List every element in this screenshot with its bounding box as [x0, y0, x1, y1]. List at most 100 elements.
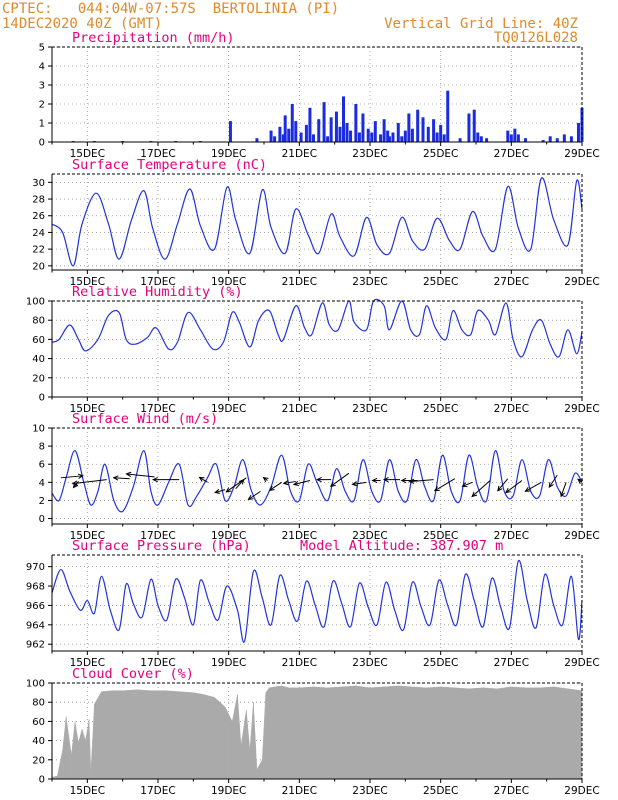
precip-bar — [373, 121, 377, 142]
x-tick-label: 29DEC — [564, 276, 599, 288]
x-tick-label: 25DEC — [423, 148, 458, 160]
wind-vector-head — [505, 487, 511, 494]
cloud-area-segment — [65, 716, 70, 780]
x-tick-label: 19DEC — [211, 276, 246, 288]
wind-vector-head — [371, 477, 378, 484]
wind-vector-head — [471, 491, 478, 498]
precip-bar — [485, 138, 489, 142]
y-tick-label: 100 — [26, 297, 45, 308]
precip-bar — [345, 123, 349, 142]
wind-vector — [248, 490, 261, 500]
y-tick-label: 24 — [32, 228, 45, 239]
cloud-area-segment — [136, 689, 152, 780]
precip-bar — [446, 90, 450, 142]
x-tick-label: 23DEC — [352, 276, 387, 288]
cloud-area-segment — [237, 694, 242, 780]
pres-title: Surface Pressure (hPa) — [72, 538, 251, 554]
wind-vector-head — [247, 494, 254, 501]
precip-bar — [322, 102, 326, 142]
x-tick-label: 29DEC — [564, 530, 599, 542]
precip-bar — [370, 132, 374, 142]
precip-bar — [516, 134, 520, 142]
precip-bar — [386, 130, 390, 142]
precip-bar — [329, 117, 333, 142]
y-tick-label: 20 — [32, 373, 45, 384]
x-tick-label: 25DEC — [423, 785, 458, 797]
y-tick-label: 966 — [26, 601, 45, 612]
cloud-area-segment — [553, 686, 569, 780]
wind-vector — [525, 481, 542, 492]
wind-vector — [434, 478, 456, 492]
x-tick-label: 27DEC — [494, 530, 529, 542]
cloud-area-segment — [232, 694, 238, 780]
y-tick-label: 0 — [39, 393, 45, 404]
y-tick-label: 968 — [26, 582, 45, 593]
precip-bar — [294, 121, 298, 142]
cloud-area-segment — [164, 690, 180, 780]
y-tick-label: 26 — [32, 211, 45, 222]
wind-vector-head — [329, 481, 336, 487]
cloud-area-segment — [412, 686, 427, 780]
cloud-area-segment — [497, 686, 512, 780]
precip-bar — [273, 136, 277, 142]
y-tick-label: 28 — [32, 195, 45, 206]
wind-vector-head — [548, 482, 554, 489]
x-tick-label: 29DEC — [564, 657, 599, 669]
cloud-area-segment — [203, 694, 215, 780]
cloud-area-segment — [246, 709, 251, 780]
x-tick-label: 15DEC — [70, 403, 105, 415]
y-tick-label: 0 — [39, 514, 45, 525]
cloud-area-segment — [454, 687, 470, 780]
cloud-area-segment — [281, 685, 289, 780]
y-tick-label: 962 — [26, 640, 45, 651]
temp-title: Surface Temperature (nC) — [72, 157, 267, 173]
y-tick-label: 60 — [32, 717, 45, 728]
y-tick-label: 20 — [32, 755, 45, 766]
cloud-area-segment — [81, 729, 86, 780]
precip-bar — [432, 119, 436, 142]
wind-vector — [60, 475, 83, 479]
x-tick-label: 17DEC — [140, 276, 175, 288]
wind-vector — [283, 480, 296, 484]
wind-vector-head — [382, 476, 389, 483]
x-tick-label: 29DEC — [564, 785, 599, 797]
wind-vector — [72, 479, 107, 485]
x-tick-label: 19DEC — [211, 530, 246, 542]
cloud-area-segment — [57, 750, 63, 780]
precip-bar — [379, 134, 383, 142]
precip-bar — [576, 123, 580, 142]
x-tick-label: 27DEC — [494, 403, 529, 415]
y-tick-label: 100 — [26, 679, 45, 690]
precip-bar — [472, 109, 476, 142]
precip-bar — [506, 130, 510, 142]
cloud-area-segment — [90, 704, 95, 780]
precip-bar — [442, 134, 446, 142]
precip-bar — [287, 128, 291, 142]
precip-bar — [290, 104, 294, 142]
cloud-area-segment — [274, 685, 282, 780]
precip-bar — [349, 130, 353, 142]
cloud-area-segment — [369, 686, 385, 780]
wind-vector — [352, 481, 367, 485]
wind-vector-head — [282, 480, 289, 486]
cloud-area-segment — [398, 685, 413, 780]
wind-vector — [226, 477, 247, 493]
cloud-area-segment — [440, 686, 455, 780]
wind-vector — [214, 489, 226, 494]
temp-series-line — [51, 177, 583, 267]
x-tick-label: 19DEC — [211, 657, 246, 669]
x-tick-label: 15DEC — [70, 148, 105, 160]
x-tick-label: 17DEC — [140, 657, 175, 669]
x-tick-label: 25DEC — [423, 530, 458, 542]
precip-bar — [382, 119, 386, 142]
precip-bar — [458, 138, 462, 142]
cloud-area-segment — [122, 689, 137, 780]
x-tick-label: 15DEC — [70, 657, 105, 669]
precip-bar — [269, 130, 273, 142]
model-altitude-annotation: Model Altitude: 387.907 m — [300, 538, 503, 554]
grid-line-note: Vertical Grid Line: 40Z — [384, 16, 578, 32]
y-tick-label: 20 — [32, 261, 45, 272]
y-tick-label: 6 — [39, 460, 45, 471]
wind-vector-head — [560, 491, 566, 498]
x-tick-label: 25DEC — [423, 657, 458, 669]
